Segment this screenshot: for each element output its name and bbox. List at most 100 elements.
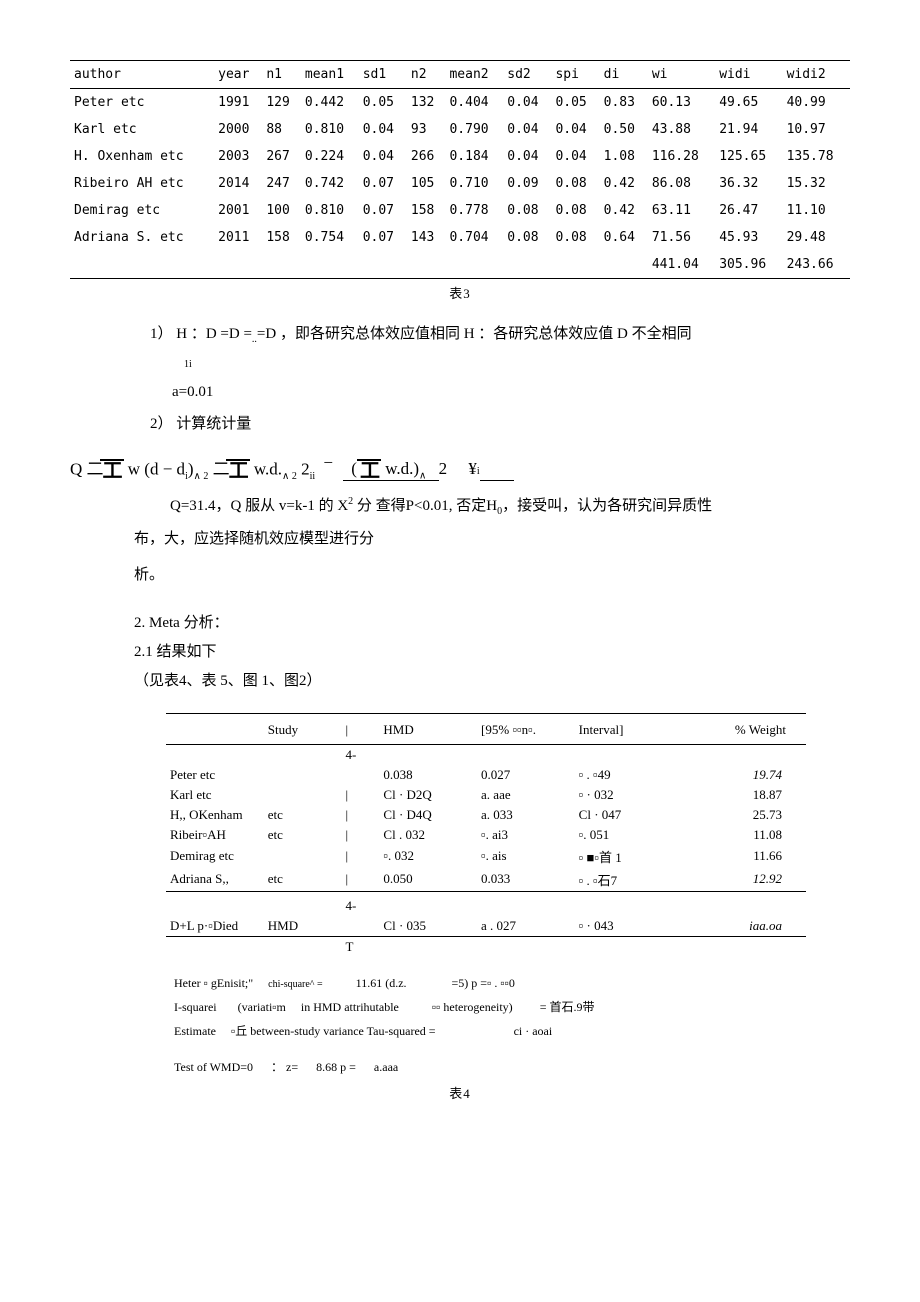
col-ci-r: Interval] xyxy=(575,713,683,744)
table-cell: 86.08 xyxy=(648,170,715,197)
table-totals-row: 441.04305.96243.66 xyxy=(70,251,850,279)
prefix-cell: 4- xyxy=(342,744,380,765)
q-explanation: Q=31.4，Q 服从 v=k-1 的 X2 分 查得P<0.01, 否定H0，… xyxy=(170,492,850,521)
table-cell: 21.94 xyxy=(715,116,782,143)
table-cell: 2014 xyxy=(214,170,262,197)
table-cell: Peter etc xyxy=(70,89,214,117)
table-cell: 60.13 xyxy=(648,89,715,117)
term2b: 2 xyxy=(297,459,310,478)
table-cell: 0.42 xyxy=(600,197,648,224)
col-study: Study xyxy=(264,713,342,744)
table-cell: 247 xyxy=(262,170,301,197)
ci-r-cell: ▫ . ▫49 xyxy=(575,765,683,785)
table-sep: 4- xyxy=(166,891,806,916)
table-row: Karl etc|Cl · D2Qa. aae▫ · 03218.87 xyxy=(166,785,806,805)
term2: w.d. xyxy=(254,459,282,478)
table-row: Karl etc2000880.8100.04930.7900.040.040.… xyxy=(70,116,850,143)
col-di: di xyxy=(600,61,648,89)
table-cell: 0.07 xyxy=(359,197,407,224)
col-spi: spi xyxy=(551,61,599,89)
table-cell: Adriana S. etc xyxy=(70,224,214,251)
col-sd2: sd2 xyxy=(503,61,551,89)
test-zv: 8.68 p = xyxy=(316,1060,356,1074)
ci-r-cell: ▫ · 032 xyxy=(575,785,683,805)
table-row: Peter etc 0.0380.027▫ . ▫4919.74 xyxy=(166,765,806,785)
ci-l-cell: 0.027 xyxy=(477,765,575,785)
pooled-label: D+L p·▫Died xyxy=(166,916,264,937)
weight-cell: 19.74 xyxy=(682,765,806,785)
table-row: Demirag etc|▫. 032▫. ais▫ ■▫首 111.66 xyxy=(166,845,806,868)
expl1a: Q=31.4，Q 服从 v=k-1 的 X xyxy=(170,498,348,514)
hmd-cell: Cl · D4Q xyxy=(379,805,477,825)
den: 2 xyxy=(439,459,448,478)
weight-cell: 11.66 xyxy=(682,845,806,868)
table-cell: 0.04 xyxy=(503,89,551,117)
ci-l-cell: ▫. ais xyxy=(477,845,575,868)
hmd-cell: ▫. 032 xyxy=(379,845,477,868)
table-cell: 63.11 xyxy=(648,197,715,224)
table-cell: 0.08 xyxy=(551,197,599,224)
study-suffix: etc xyxy=(264,825,342,845)
col-mean1: mean1 xyxy=(301,61,359,89)
table-cell: 266 xyxy=(407,143,446,170)
q-explanation-2: 布，大，应选择随机效应模型进行分 xyxy=(134,525,850,554)
table-cell: 0.08 xyxy=(551,224,599,251)
ci-l-cell: 0.033 xyxy=(477,868,575,892)
tau-desc: ▫丘 between-study variance Tau-squared = xyxy=(231,1024,436,1038)
het-label: Heter ▫ gEnisit;" xyxy=(174,976,253,990)
table-cell: 0.754 xyxy=(301,224,359,251)
study-cell: Peter etc xyxy=(166,765,264,785)
i2-attr: in HMD attrihutable xyxy=(301,1000,399,1014)
table-cell xyxy=(600,251,648,279)
pooled-row: D+L p·▫DiedHMDCl · 035a . 027▫ · 043iaa.… xyxy=(166,916,806,937)
col-n2: n2 xyxy=(407,61,446,89)
section-2: 2. Meta 分析： xyxy=(134,610,850,637)
table-cell: 0.224 xyxy=(301,143,359,170)
hypothesis-line-2: 2） 计算统计量 xyxy=(150,410,850,439)
table-cell: 1.08 xyxy=(600,143,648,170)
num-r: w.d.) xyxy=(381,459,419,478)
table-cell: 0.04 xyxy=(551,143,599,170)
i2-label: I-squarei xyxy=(174,1000,217,1014)
i2-het: ▫▫ heterogeneity) xyxy=(432,1000,513,1014)
table-cell: 45.93 xyxy=(715,224,782,251)
hmd-cell: 0.038 xyxy=(379,765,477,785)
table-cell: 0.04 xyxy=(503,116,551,143)
study-suffix: etc xyxy=(264,805,342,825)
study-suffix xyxy=(264,785,342,805)
table-cell: 2001 xyxy=(214,197,262,224)
col-widi2: widi2 xyxy=(783,61,850,89)
weight-cell: 25.73 xyxy=(682,805,806,825)
test-label: Test of WMD=0 xyxy=(174,1060,253,1074)
table-row: Ribeir▫AHetc|Cl . 032▫. ai3▫. 05111.08 xyxy=(166,825,806,845)
table-cell: 26.47 xyxy=(715,197,782,224)
col-year: year xyxy=(214,61,262,89)
pooled-type: HMD xyxy=(264,916,342,937)
table-row: Ribeiro AH etc20142470.7420.071050.7100.… xyxy=(70,170,850,197)
table-cell: 0.09 xyxy=(503,170,551,197)
study-suffix xyxy=(264,765,342,785)
col-widi: widi xyxy=(715,61,782,89)
table-cell: Ribeiro AH etc xyxy=(70,170,214,197)
table-cell: 129 xyxy=(262,89,301,117)
section-refs: （见表4、表 5、图 1、图2） xyxy=(134,668,850,695)
ii: ii xyxy=(310,471,316,482)
bar-cell: | xyxy=(342,825,380,845)
pooled-cil: a . 027 xyxy=(477,916,575,937)
chi2: are^ = xyxy=(298,979,323,990)
table-3-caption: 表3 xyxy=(70,283,850,302)
table-cell: 0.04 xyxy=(551,116,599,143)
table-row: Adriana S,,etc|0.0500.033▫ . ▫石712.92 xyxy=(166,868,806,892)
table-cell: 0.810 xyxy=(301,116,359,143)
table-cell xyxy=(551,251,599,279)
hmd-cell: 0.050 xyxy=(379,868,477,892)
expl1b: 分 查得P<0.01, 否定H xyxy=(353,498,497,514)
table-cell: 43.88 xyxy=(648,116,715,143)
table-row: Peter etc19911290.4420.051320.4040.040.0… xyxy=(70,89,850,117)
i2-val: = 首石.9带 xyxy=(540,1000,595,1014)
q-explanation-3: 析。 xyxy=(134,561,850,590)
table-cell: 158 xyxy=(262,224,301,251)
table-cell: 0.810 xyxy=(301,197,359,224)
hmd-cell: Cl . 032 xyxy=(379,825,477,845)
pow2: ∧ 2 xyxy=(282,471,297,482)
